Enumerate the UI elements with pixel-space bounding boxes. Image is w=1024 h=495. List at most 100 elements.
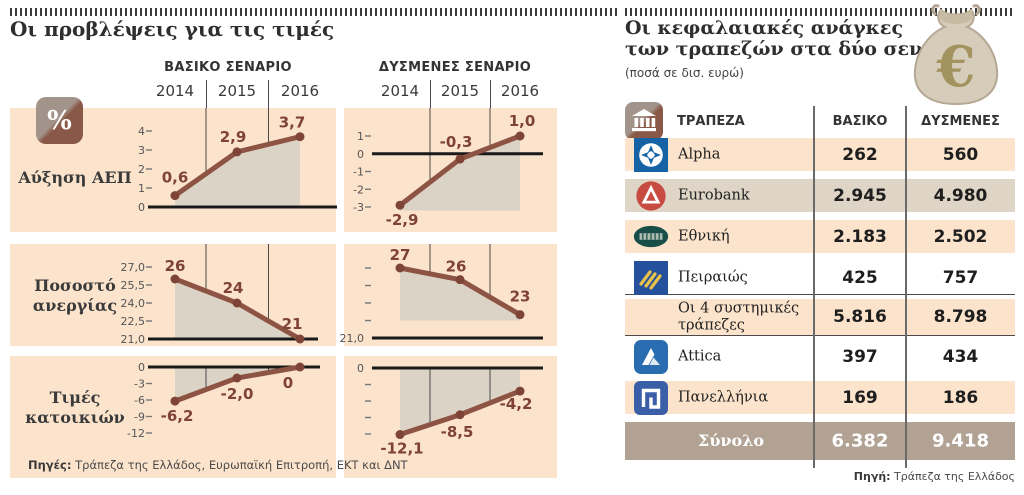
basic-value: 5.816: [833, 307, 887, 327]
svg-text:-0,3: -0,3: [440, 133, 473, 151]
chart-house-prices-adverse: -12,1 -8,5 -4,2 0: [357, 362, 543, 458]
svg-text:-2: -2: [353, 183, 364, 196]
bank-icon: [625, 102, 663, 140]
table-row: Alpha 262 560: [625, 137, 1015, 173]
svg-text:23: 23: [510, 288, 531, 306]
banks-table: ΤΡΑΠΕΖΑ ΒΑΣΙΚΟ ΔΥΣΜΕΝΕΣ Alpha 262 560 Eu…: [625, 102, 1015, 460]
total-label: Σύνολο: [698, 430, 765, 450]
adverse-value: 4.980: [933, 185, 988, 206]
left-section-title: Οι προβλέψεις για τις τιμές: [10, 17, 335, 41]
percent-icon: %: [36, 97, 83, 144]
svg-text:21: 21: [282, 315, 303, 333]
hatch-divider-right: [625, 8, 1015, 16]
row-label-gdp: Αύξηση ΑΕΠ: [18, 168, 132, 187]
svg-text:25,5: 25,5: [121, 279, 146, 292]
bank-name: Attica: [678, 348, 722, 365]
svg-text:0: 0: [357, 148, 364, 161]
svg-text:3,7: 3,7: [279, 114, 306, 132]
chart-unemployment-adverse: 27 26 23 21,0: [340, 244, 543, 345]
adverse-value: 757: [942, 267, 979, 288]
year-separator: [430, 80, 431, 108]
svg-text:26: 26: [446, 258, 467, 276]
svg-text:-3: -3: [134, 378, 145, 391]
year-separator: [490, 80, 491, 108]
table-row: Eurobank 2.945 4.980: [625, 179, 1015, 212]
eurobank-bank-logo: [633, 178, 669, 214]
scenario-header-basic: ΒΑΣΙΚΟ ΣΕΝΑΡΙΟ: [164, 60, 292, 75]
panellinia-bank-logo: [633, 380, 669, 416]
svg-text:2,9: 2,9: [220, 128, 247, 146]
adverse-value: 560: [942, 144, 979, 165]
svg-text:4: 4: [138, 125, 145, 138]
sources-text: Τράπεζα της Ελλάδος, Ευρωπαϊκή Επιτροπή,…: [71, 458, 408, 472]
svg-text:24: 24: [223, 279, 244, 297]
basic-value: 397: [842, 346, 878, 367]
year-separator: [206, 80, 207, 108]
chart-unemployment-basic: 26 24 21 27,0 25,5 24,0 22,5 21,0: [121, 244, 318, 346]
year-label: 2016: [500, 82, 540, 100]
table-total-row: Σύνολο 6.382 9.418: [625, 422, 1015, 460]
ethniki-bank-logo: [633, 219, 669, 255]
source-text: Τράπεζα της Ελλάδος: [890, 470, 1015, 483]
svg-text:-2,9: -2,9: [386, 211, 419, 229]
svg-text:-12: -12: [127, 427, 145, 440]
bank-name: Πανελλήνια: [678, 389, 769, 406]
svg-text:-3: -3: [353, 201, 364, 214]
basic-value: 2.945: [833, 185, 887, 206]
svg-text:-2,0: -2,0: [221, 385, 254, 403]
bank-name: Εθνική: [678, 228, 730, 245]
alpha-bank-logo: [633, 137, 669, 173]
svg-text:-6: -6: [134, 394, 145, 407]
svg-text:€: €: [936, 34, 976, 100]
table-row: Πειραιώς 425 757: [625, 260, 1015, 296]
year-label: 2016: [280, 82, 320, 100]
bank-logo: [633, 299, 669, 335]
hatch-divider-left: [10, 8, 617, 16]
basic-value: 169: [842, 387, 878, 408]
total-basic-value: 6.382: [831, 430, 889, 452]
total-adverse-value: 9.418: [932, 430, 989, 452]
table-row: Οι 4 συστημικές τράπεζες 5.816 8.798: [625, 299, 1015, 336]
svg-text:27: 27: [390, 246, 411, 264]
right-source-note: Πηγή: Τράπεζα της Ελλάδος: [765, 470, 1015, 483]
table-row: Εθνική 2.183 2.502: [625, 220, 1015, 253]
svg-text:-4,2: -4,2: [500, 395, 533, 413]
table-body: Alpha 262 560 Eurobank 2.945 4.980 Εθνικ…: [625, 137, 1015, 416]
table-row: Attica 397 434: [625, 339, 1015, 375]
table-column-separator: [905, 106, 907, 468]
svg-text:0: 0: [138, 201, 145, 214]
adverse-value: 8.798: [933, 307, 988, 327]
svg-text:0: 0: [357, 362, 364, 375]
svg-text:1: 1: [357, 130, 364, 143]
svg-text:-9: -9: [134, 411, 145, 424]
adverse-value: 186: [942, 387, 979, 408]
year-label: 2015: [440, 82, 480, 100]
row-label-unemployment: Ποσοστό ανεργίας: [32, 276, 118, 315]
right-section-title: Οι κεφαλαιακές ανάγκες των τραπεζών στα …: [625, 17, 974, 60]
column-header-basic: ΒΑΣΙΚΟ: [832, 114, 888, 129]
sources-label: Πηγές:: [28, 458, 72, 472]
table-header-row: ΤΡΑΠΕΖΑ ΒΑΣΙΚΟ ΔΥΣΜΕΝΕΣ: [625, 102, 1015, 140]
svg-text:21,0: 21,0: [121, 333, 146, 346]
basic-value: 2.183: [833, 226, 887, 247]
adverse-value: 434: [942, 346, 979, 367]
svg-text:27,0: 27,0: [121, 261, 146, 274]
attica-bank-logo: [633, 339, 669, 375]
chart-gdp-adverse: -2,9 -0,3 1,0 1 0 -1 -2 -3: [353, 108, 543, 229]
bank-name: Πειραιώς: [678, 269, 748, 286]
svg-text:-1: -1: [353, 166, 364, 179]
svg-text:22,5: 22,5: [121, 315, 146, 328]
svg-text:21,0: 21,0: [340, 332, 365, 345]
column-header-adverse: ΔΥΣΜΕΝΕΣ: [921, 114, 1000, 129]
svg-text:0: 0: [283, 374, 293, 392]
piraeus-bank-logo: [633, 260, 669, 296]
basic-value: 425: [842, 267, 878, 288]
year-label: 2014: [155, 82, 195, 100]
chart-gdp-basic: 0,6 2,9 3,7 4 3 2 1 0: [138, 108, 337, 214]
scenario-header-adverse: ΔΥΣΜΕΝΕΣ ΣΕΝΑΡΙΟ: [378, 60, 532, 75]
column-header-bank: ΤΡΑΠΕΖΑ: [677, 114, 745, 129]
adverse-value: 2.502: [933, 226, 988, 247]
svg-text:-8,5: -8,5: [441, 423, 474, 441]
year-separator: [268, 80, 269, 108]
